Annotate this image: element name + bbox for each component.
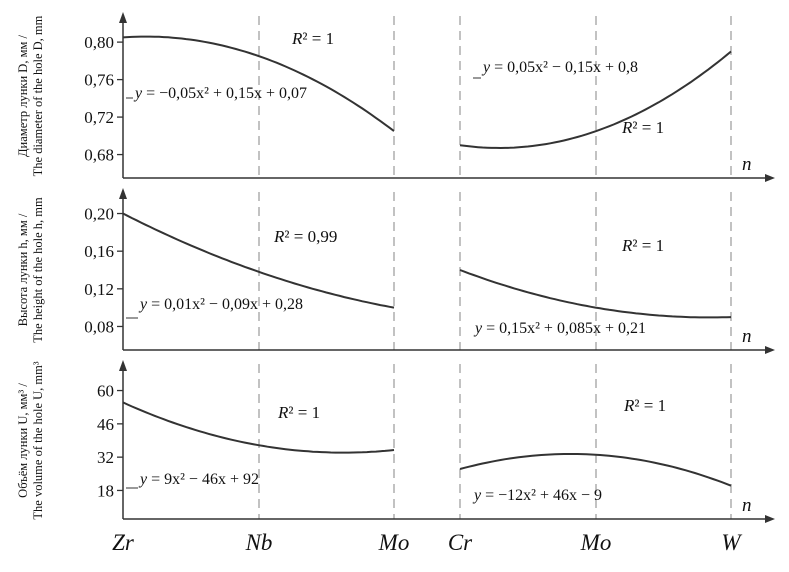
y-axis-title-ru: Высота лунки h, мм /	[16, 213, 30, 326]
y-axis-title: Объём лунки U, мм³ / The volume of the ho…	[16, 361, 45, 519]
trend-equation: y = 9x² − 46x + 92	[138, 471, 259, 488]
y-tick-label: 0,76	[84, 71, 114, 90]
y-axis-arrow	[119, 188, 127, 199]
trend-equation: y = −0,05x² + 0,15x + 0,07	[133, 85, 307, 102]
x-axis-arrow	[765, 174, 775, 182]
x-axis-label: n	[742, 326, 752, 347]
r-squared-label: R² = 1	[621, 118, 664, 137]
series-curve	[122, 212, 395, 309]
trend-equation: y = 0,05x² − 0,15x + 0,8	[481, 59, 638, 76]
y-axis-title: Высота лунки h, мм / The height of the ho…	[16, 197, 45, 343]
y-axis-arrow	[119, 360, 127, 371]
series-curve	[122, 35, 395, 132]
x-category-label: Nb	[245, 530, 273, 555]
r-squared-label: R² = 0,99	[273, 227, 337, 246]
x-axis-arrow	[765, 515, 775, 523]
trend-equation: y = −12x² + 46x − 9	[472, 487, 602, 504]
y-axis-title-ru: Диаметр лунки D, мм /	[16, 34, 30, 156]
y-axis-title: Диаметр лунки D, мм / The diameter of the…	[16, 15, 45, 176]
series-curve	[122, 401, 395, 454]
y-axis-title-en: The diameter of the hole D, mm	[31, 15, 45, 176]
x-category-label: Cr	[448, 530, 473, 555]
y-tick-label: 0,20	[84, 205, 114, 224]
x-category-label: Zr	[112, 530, 135, 555]
y-tick-label: 0,08	[84, 317, 114, 336]
x-category-label: Mo	[580, 530, 612, 555]
x-axis-label: n	[742, 154, 752, 175]
series-curve	[459, 50, 732, 150]
y-tick-label: 0,72	[84, 108, 114, 127]
r-squared-label: R² = 1	[621, 236, 664, 255]
trend-equation: y = 0,01x² − 0,09x + 0,28	[138, 296, 303, 313]
y-tick-label: 32	[97, 448, 114, 467]
y-tick-label: 18	[97, 481, 114, 500]
y-axis-title-en: The height of the hole h, mm	[31, 197, 45, 343]
r-squared-label: R² = 1	[277, 403, 320, 422]
x-category-label: W	[721, 530, 742, 555]
x-category-label: Mo	[378, 530, 410, 555]
y-tick-label: 0,16	[84, 242, 114, 261]
r-squared-label: R² = 1	[291, 29, 334, 48]
panel-1: n 0,80 0,76 0,72 0,68 Диаметр лунки D, мм / Th…	[16, 12, 775, 182]
y-tick-label: 0,80	[84, 33, 114, 52]
x-axis-arrow	[765, 346, 775, 354]
r-squared-label: R² = 1	[623, 396, 666, 415]
y-tick-label: 0,12	[84, 280, 114, 299]
y-tick-label: 46	[97, 415, 114, 434]
trend-equation: y = 0,15x² + 0,085x + 0,21	[473, 320, 646, 337]
series-curve	[459, 269, 732, 319]
y-axis-title-ru: Объём лунки U, мм³ /	[16, 383, 30, 498]
y-tick-label: 60	[97, 382, 114, 401]
y-tick-label: 0,68	[84, 146, 114, 165]
y-axis-arrow	[119, 12, 127, 23]
series-curve	[459, 453, 732, 487]
y-axis-title-en: The volume of the hole U, mm³	[31, 361, 45, 519]
panel-3: n 60 46 32 18 Объём лунки U, мм³ / The volume …	[16, 360, 775, 523]
x-axis-label: n	[742, 495, 752, 516]
panel-2: n 0,20 0,16 0,12 0,08 Высота лунки h, мм / The…	[16, 188, 775, 354]
